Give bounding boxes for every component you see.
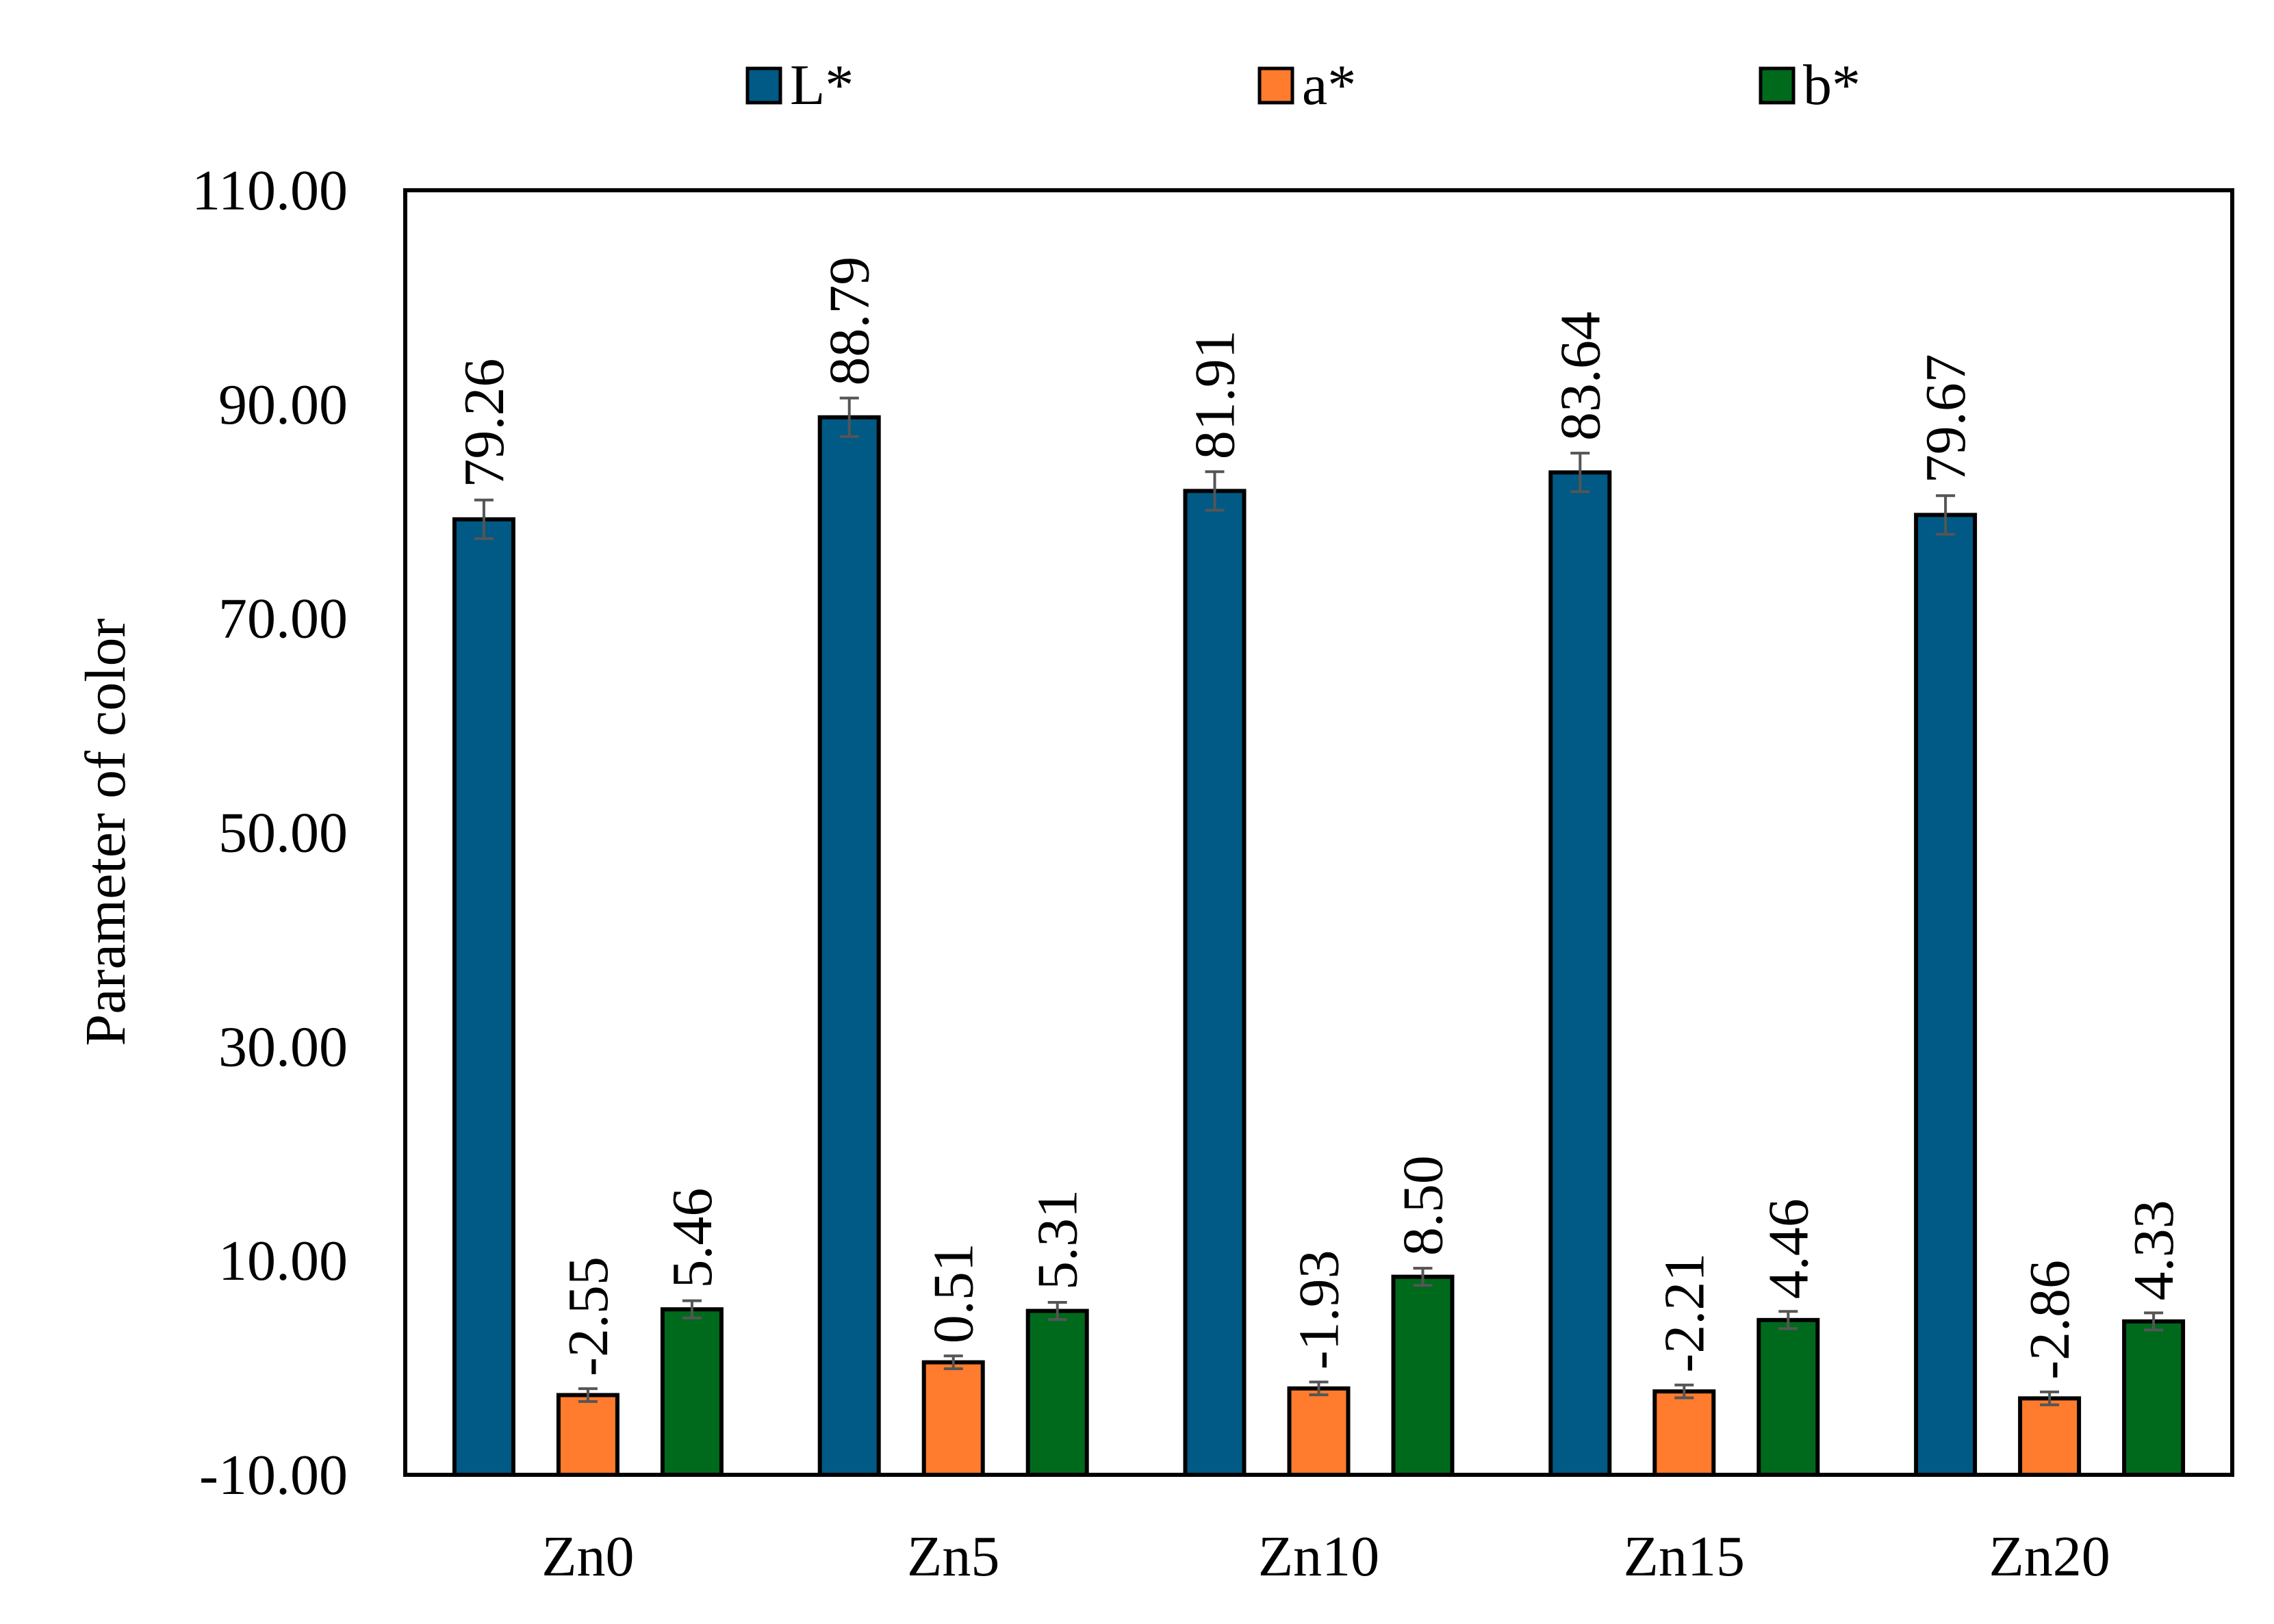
bar-bstar-zn0	[660, 1307, 724, 1477]
error-bar	[1047, 1301, 1067, 1322]
data-label: -1.93	[1288, 1250, 1351, 1369]
x-tick-label: Zn10	[1258, 1525, 1379, 1588]
bar-bstar-zn15	[1756, 1317, 1820, 1478]
error-bar	[474, 498, 494, 540]
y-axis-title: Parameter of color	[74, 618, 138, 1046]
data-label: 79.26	[452, 359, 516, 488]
data-label: 4.46	[1756, 1198, 1820, 1299]
legend-item: b*	[1759, 53, 1861, 117]
bar-astar-zn10	[1287, 1386, 1351, 1477]
bar-lstar-zn20	[1914, 513, 1978, 1477]
data-label: 8.50	[1392, 1155, 1455, 1256]
data-label: 81.91	[1184, 330, 1247, 459]
error-bar	[1674, 1383, 1694, 1400]
bar-astar-zn0	[556, 1393, 619, 1478]
x-axis-ticks: Zn0 Zn5 Zn10 Zn15 Zn20	[541, 1525, 2110, 1588]
error-bar	[578, 1387, 598, 1403]
legend-label: a*	[1302, 53, 1356, 117]
data-label: 4.33	[2122, 1200, 2186, 1300]
legend: L* a* b*	[745, 53, 1861, 117]
error-bar	[1413, 1267, 1433, 1287]
error-bars-layer	[474, 396, 2164, 1406]
error-bar	[943, 1354, 963, 1370]
error-bar	[1778, 1310, 1798, 1330]
error-bar	[682, 1299, 702, 1319]
bar-astar-zn20	[2018, 1396, 2082, 1477]
legend-swatch	[1759, 66, 1796, 105]
error-bar	[1570, 452, 1590, 493]
data-label: -2.55	[557, 1256, 620, 1376]
bar-lstar-zn0	[452, 517, 515, 1477]
bar-bstar-zn5	[1025, 1309, 1089, 1478]
data-labels-layer: 79.26 -2.55 5.46 88.79 0.51 5.31 81.91 -1.93 8.5…	[452, 257, 2186, 1380]
bar-lstar-zn15	[1548, 470, 1612, 1477]
data-label: 5.31	[1026, 1189, 1090, 1290]
plot-area-frame	[403, 188, 2234, 1477]
error-bar	[2040, 1390, 2060, 1406]
data-label: -2.86	[2018, 1260, 2082, 1380]
data-label: 5.46	[661, 1188, 724, 1289]
y-tick-label: -10.00	[199, 1443, 348, 1507]
y-tick-label: 110.00	[192, 159, 348, 222]
legend-label: b*	[1803, 53, 1861, 117]
error-bar	[2144, 1311, 2164, 1332]
y-axis-ticks: -10.00 10.00 30.00 50.00 70.00 90.00 110.00	[192, 159, 348, 1507]
bar-lstar-zn10	[1183, 489, 1247, 1477]
x-tick-label: Zn20	[1989, 1525, 2110, 1588]
legend-swatch	[1257, 66, 1294, 105]
bar-astar-zn5	[921, 1360, 985, 1477]
y-tick-label: 70.00	[218, 587, 348, 651]
y-tick-label: 90.00	[218, 373, 348, 437]
bar-bstar-zn10	[1391, 1274, 1455, 1477]
legend-item: L*	[745, 53, 854, 117]
legend-label: L*	[790, 53, 854, 117]
y-tick-label: 10.00	[218, 1229, 348, 1293]
legend-item: a*	[1257, 53, 1356, 117]
data-label: -2.21	[1652, 1253, 1716, 1373]
x-tick-label: Zn5	[907, 1525, 999, 1588]
data-label: 79.67	[1914, 354, 1978, 483]
x-tick-label: Zn15	[1624, 1525, 1745, 1588]
bar-astar-zn15	[1652, 1389, 1716, 1477]
bar-bstar-zn20	[2122, 1319, 2186, 1477]
y-tick-label: 30.00	[218, 1015, 348, 1079]
bar-lstar-zn5	[817, 415, 881, 1477]
data-label: 88.79	[818, 257, 882, 386]
error-bar	[1205, 470, 1225, 512]
legend-swatch	[745, 66, 782, 105]
error-bar	[1936, 494, 1956, 536]
y-tick-label: 50.00	[218, 801, 348, 865]
x-tick-label: Zn0	[541, 1525, 634, 1588]
error-bar	[1309, 1380, 1329, 1397]
data-label: 0.51	[922, 1243, 986, 1343]
data-label: 83.64	[1548, 311, 1612, 441]
error-bar	[839, 396, 859, 438]
